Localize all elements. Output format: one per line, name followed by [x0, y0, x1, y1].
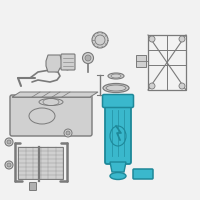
- FancyBboxPatch shape: [10, 95, 92, 136]
- Bar: [18, 147, 63, 179]
- FancyBboxPatch shape: [102, 95, 134, 108]
- Circle shape: [149, 36, 155, 42]
- FancyBboxPatch shape: [133, 169, 153, 179]
- Circle shape: [5, 138, 13, 146]
- Ellipse shape: [103, 84, 129, 92]
- Polygon shape: [110, 162, 126, 172]
- Circle shape: [85, 55, 91, 61]
- Circle shape: [64, 129, 72, 137]
- Polygon shape: [12, 92, 98, 97]
- Circle shape: [7, 140, 11, 144]
- Bar: [148, 35, 186, 90]
- Polygon shape: [46, 55, 68, 72]
- Circle shape: [92, 32, 108, 48]
- Circle shape: [149, 83, 155, 89]
- FancyBboxPatch shape: [61, 54, 75, 70]
- Circle shape: [179, 83, 185, 89]
- FancyBboxPatch shape: [30, 182, 36, 190]
- Circle shape: [66, 131, 70, 135]
- Circle shape: [5, 161, 13, 169]
- Ellipse shape: [110, 172, 126, 180]
- Bar: [136, 55, 146, 67]
- Circle shape: [83, 52, 94, 64]
- FancyBboxPatch shape: [105, 100, 131, 164]
- Ellipse shape: [108, 73, 124, 79]
- Circle shape: [7, 163, 11, 167]
- Circle shape: [179, 36, 185, 42]
